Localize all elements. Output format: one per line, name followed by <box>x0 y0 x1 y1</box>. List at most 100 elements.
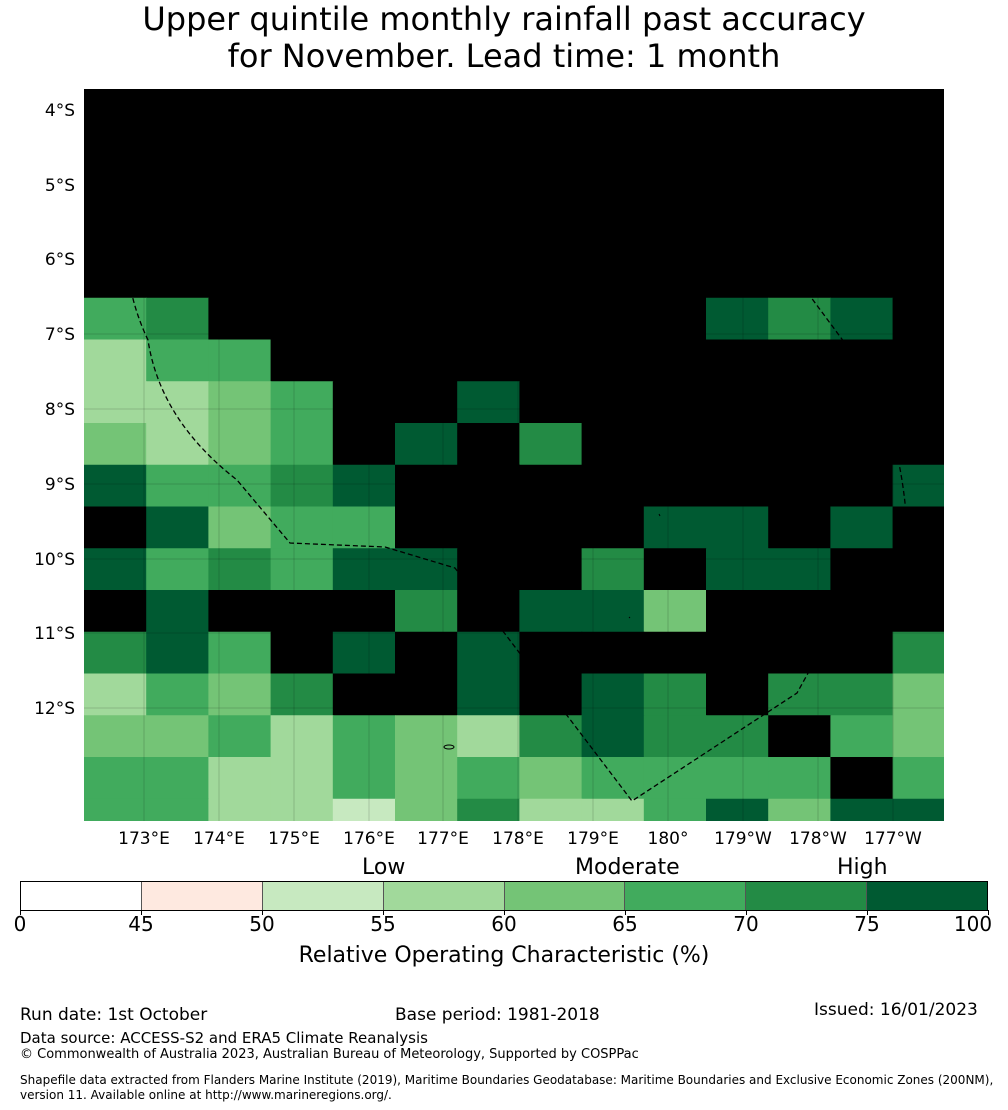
map-grid-cell <box>84 130 147 174</box>
map-grid-cell <box>706 297 769 341</box>
map-grid-cell <box>270 464 334 508</box>
map-grid-cell <box>146 464 209 508</box>
map-grid-cell <box>457 423 520 466</box>
map-grid-cell <box>892 798 944 821</box>
map-grid-cell <box>519 757 583 800</box>
map-grid-cell <box>395 715 458 758</box>
map-grid-cell <box>830 423 894 466</box>
map-grid-cell <box>643 339 707 382</box>
map-grid-cell <box>830 464 894 508</box>
latitude-label: 6°S <box>45 250 75 270</box>
map-grid-cell <box>208 464 272 508</box>
map-grid-cell <box>332 172 396 215</box>
map-grid-cell <box>84 423 147 466</box>
map-grid-cell <box>706 214 769 257</box>
colorbar-tick-mark <box>382 910 384 915</box>
rainfall-accuracy-map: 4°S 5°S 6°S 7°S 8°S 9°S 10°S 11°S 12°S 173°E 174°… <box>34 89 944 849</box>
map-grid-cell <box>270 256 334 299</box>
colorbar-tick-label: 75 <box>854 912 880 936</box>
map-grid-cell <box>643 715 707 758</box>
map-grid-cell <box>519 214 583 257</box>
map-grid-cell <box>84 798 147 821</box>
map-grid-cell <box>457 89 520 132</box>
map-grid-cell <box>332 339 396 382</box>
map-grid-cell <box>395 256 458 299</box>
map-grid-cell <box>270 297 334 341</box>
map-grid-cell <box>643 423 707 466</box>
latitude-label: 11°S <box>34 624 75 644</box>
map-grid-cell <box>270 130 334 174</box>
longitude-label: 174°E <box>193 829 245 849</box>
latitude-labels: 4°S 5°S 6°S 7°S 8°S 9°S 10°S 11°S 12°S <box>34 101 75 719</box>
map-grid-cell <box>581 715 645 758</box>
map-grid-cell <box>643 757 707 800</box>
map-grid-cell <box>519 172 583 215</box>
map-grid-cell <box>332 673 396 716</box>
map-grid-cell <box>892 381 944 424</box>
map-grid-cell <box>84 214 147 257</box>
longitude-label: 178°E <box>492 829 544 849</box>
map-grid-cell <box>332 798 396 821</box>
map-grid-cell <box>768 548 831 591</box>
map-grid-cell <box>768 130 831 174</box>
map-grid-cell <box>208 297 272 341</box>
map-grid-cell <box>208 256 272 299</box>
map-grid-cell <box>146 256 209 299</box>
map-grid-cell <box>830 130 894 174</box>
colorbar-tick-mark <box>624 910 626 915</box>
map-grid-cell <box>706 256 769 299</box>
map-grid-cell <box>892 130 944 174</box>
map-grid-cell <box>395 339 458 382</box>
colorbar-segment <box>867 882 987 910</box>
longitude-label: 178°W <box>789 829 847 849</box>
map-grid-cell <box>457 757 520 800</box>
map-grid-cell <box>457 130 520 174</box>
map-grid-cell <box>706 381 769 424</box>
longitude-label: 173°E <box>118 829 170 849</box>
longitude-label: 179°E <box>567 829 619 849</box>
colorbar-tick-mark <box>503 910 505 915</box>
islands <box>373 234 661 750</box>
map-grid-cell <box>332 757 396 800</box>
colorbar-tick-mark <box>261 910 263 915</box>
map-grid-cell <box>830 590 894 633</box>
map-grid-cell <box>208 715 272 758</box>
map-grid-cell <box>146 214 209 257</box>
colorbar-tick-mark <box>745 910 747 915</box>
map-grid-cell <box>643 214 707 257</box>
longitude-label: 176°E <box>343 829 395 849</box>
map-grid-cell <box>146 130 209 174</box>
map-grid-cell <box>643 172 707 215</box>
colorbar-segment <box>504 882 626 910</box>
map-grid-cell <box>706 423 769 466</box>
map-grid-cell <box>706 715 769 758</box>
colorbar-tick-mark <box>987 910 989 915</box>
longitude-label: 180° <box>648 829 689 849</box>
map-grid-cell <box>581 798 645 821</box>
map-grid-cell <box>519 631 583 675</box>
map-grid-cell <box>270 172 334 215</box>
map-grid-cell <box>84 631 147 675</box>
map-grid-cell <box>768 631 831 675</box>
map-grid-cell <box>332 89 396 132</box>
map-grid-cell <box>643 381 707 424</box>
map-grid-cell <box>643 464 707 508</box>
map-grid-cell <box>270 381 334 424</box>
eez-boundary <box>124 108 909 802</box>
map-grid-cell <box>208 381 272 424</box>
map-grid-cell <box>830 339 894 382</box>
map-grid-cell <box>768 172 831 215</box>
map-grid-cell <box>830 297 894 341</box>
map-grid-cell <box>208 673 272 716</box>
map-grid-cell <box>208 89 272 132</box>
category-low-label: Low <box>362 855 406 880</box>
map-grid-cell <box>706 673 769 716</box>
map-grid-cell <box>457 631 520 675</box>
map-grid-cell <box>830 673 894 716</box>
map-grid-cell <box>395 798 458 821</box>
map-grid-cell <box>270 715 334 758</box>
map-grid-cell <box>332 590 396 633</box>
map-grid-cell <box>643 798 707 821</box>
map-grid-cell <box>706 89 769 132</box>
map-grid-cell <box>84 673 147 716</box>
